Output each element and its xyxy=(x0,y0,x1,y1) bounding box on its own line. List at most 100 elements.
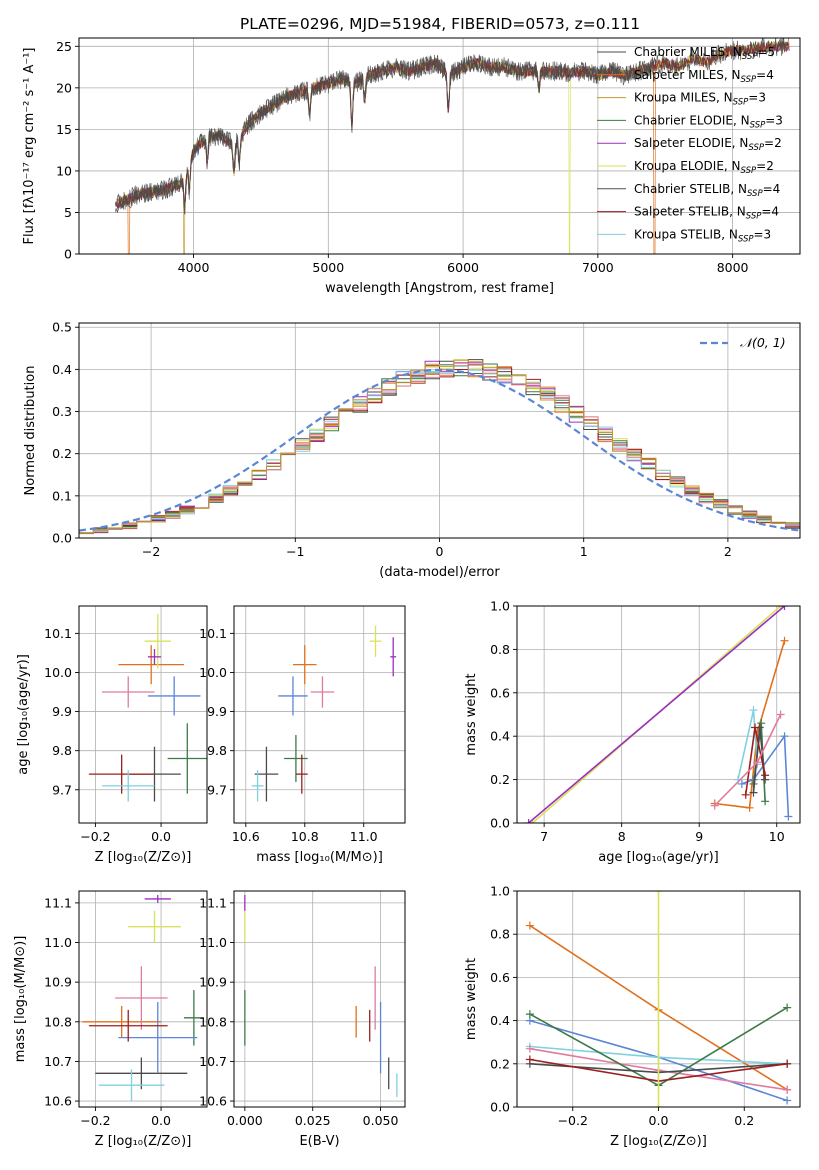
plot-mass-vs-ebv: 0.000 0.025 0.050 10.6 10.7 10.8 10.9 11.0 11.1 E… xyxy=(199,890,406,1149)
y-tick-label: 0.6 xyxy=(490,970,510,985)
y-tick-label: 0.8 xyxy=(490,927,510,942)
errorbar-point xyxy=(292,645,317,685)
x-tick-label: 10 xyxy=(769,829,785,844)
y-tick-label: 11.0 xyxy=(44,935,72,950)
data-point-marker xyxy=(757,719,766,728)
series-line xyxy=(737,710,759,780)
series-line xyxy=(714,640,786,809)
y-tick-label: 10.1 xyxy=(199,626,227,641)
errorbar-point xyxy=(295,754,308,794)
data-point-marker xyxy=(780,732,789,741)
y-tick-label: 10.7 xyxy=(44,1054,72,1069)
y-tick-label: 0.5 xyxy=(52,320,72,335)
y-tick-label: 25 xyxy=(56,39,72,54)
axes-frame: −0.2 0.0 9.7 9.8 9.9 10.0 10.1 xyxy=(44,605,208,844)
errorbar-point xyxy=(88,1009,168,1042)
data-point-marker xyxy=(749,788,758,797)
x-tick-label: 10.6 xyxy=(232,829,260,844)
errorbar-point xyxy=(390,637,397,677)
y-tick-label: 0.4 xyxy=(490,729,510,744)
y-tick-label: 0.8 xyxy=(490,642,510,657)
errorbar-point xyxy=(184,990,204,1046)
errorbar-point xyxy=(254,746,279,802)
legend-label: Salpeter STELIB, NSSP=4 xyxy=(634,205,779,222)
data-point-marker xyxy=(525,1010,534,1019)
y-tick-label: 0.0 xyxy=(52,531,72,546)
axes-frame: −0.2 0.0 0.2 0.0 0.2 0.4 0.6 0.8 1.0 xyxy=(490,884,801,1128)
legend: 𝒩(0, 1) xyxy=(700,335,786,350)
errorbar-point xyxy=(82,1005,162,1038)
x-tick-label: 4000 xyxy=(178,260,210,275)
data-point-marker xyxy=(753,758,762,767)
y-tick-label: 10 xyxy=(56,163,72,178)
data-point-marker xyxy=(737,779,746,788)
series-line xyxy=(714,714,782,807)
data-point-marker xyxy=(761,797,770,806)
y-tick-label: 10.1 xyxy=(44,626,72,641)
y-tick-label: 9.8 xyxy=(207,743,227,758)
y-tick-label: 10.8 xyxy=(44,1014,72,1029)
y-axis-label: mass weight xyxy=(464,673,479,755)
axes-frame: 7 8 9 10 0.0 0.2 0.4 0.6 0.8 1.0 xyxy=(490,599,801,844)
x-tick-label: 0.025 xyxy=(295,1113,331,1128)
axes-frame: 4000 5000 6000 7000 8000 0 5 10 15 20 25 xyxy=(56,37,801,275)
y-tick-label: 0.4 xyxy=(490,1013,510,1028)
y-tick-label: 0.6 xyxy=(490,685,510,700)
y-tick-label: 10.8 xyxy=(199,1014,227,1029)
legend-label: Chabrier STELIB, NSSP=4 xyxy=(634,182,780,199)
y-tick-label: 10.0 xyxy=(44,665,72,680)
data-point-marker xyxy=(749,706,758,715)
data-point-marker xyxy=(780,636,789,645)
plot-weight-vs-age: 7 8 9 10 0.0 0.2 0.4 0.6 0.8 1.0 age [log₁₀(age/yr… xyxy=(464,599,801,865)
x-tick-label: 0.000 xyxy=(227,1113,263,1128)
plot-mass-vs-Z: −0.2 0.0 10.6 10.7 10.8 10.9 11.0 11.1 Z [log₁₀(… xyxy=(13,890,208,1149)
data-point-marker xyxy=(761,771,770,780)
x-axis-label: mass [log₁₀(M/M⊙)] xyxy=(256,850,383,865)
errorbar-point xyxy=(369,625,382,657)
errorbar-point xyxy=(167,723,207,794)
plot-content xyxy=(524,606,793,823)
errorbar-point xyxy=(147,649,162,665)
y-tick-label: 10.9 xyxy=(199,975,227,990)
axes-border xyxy=(516,605,801,824)
axes-frame: 10.6 10.8 11.0 9.7 9.8 9.9 10.0 10.1 xyxy=(199,605,406,844)
data-point-marker xyxy=(783,1003,792,1012)
legend-label: Salpeter ELODIE, NSSP=2 xyxy=(634,136,782,153)
data-point-marker xyxy=(525,921,534,930)
data-point-marker xyxy=(654,1103,663,1107)
y-tick-label: 10.9 xyxy=(44,975,72,990)
x-tick-label: −2 xyxy=(142,544,160,559)
plot-content xyxy=(525,891,792,1107)
spectrum-series-line xyxy=(115,38,790,213)
y-tick-label: 11.1 xyxy=(199,895,227,910)
errorbar-point xyxy=(101,676,155,708)
x-tick-label: −0.2 xyxy=(80,829,110,844)
x-tick-label: 7 xyxy=(540,829,548,844)
x-tick-label: 2 xyxy=(724,544,732,559)
errorbar-point xyxy=(98,1069,165,1102)
legend-label: Kroupa ELODIE, NSSP=2 xyxy=(634,159,774,176)
y-tick-label: 9.8 xyxy=(52,743,72,758)
errorbar-point xyxy=(95,1057,188,1090)
y-tick-label: 15 xyxy=(56,122,72,137)
gaussian-curve xyxy=(79,368,800,532)
plot-spectrum: 4000 5000 6000 7000 8000 0 5 10 15 20 25 wavelength… xyxy=(22,37,801,296)
data-point-marker xyxy=(783,1096,792,1105)
plot-residuals: −2 −1 0 1 2 0.0 0.1 0.2 0.3 0.4 0.5 (data-model)/er… xyxy=(23,320,801,580)
data-point-marker xyxy=(780,606,789,610)
errorbar-point xyxy=(118,1001,198,1074)
y-tick-label: 20 xyxy=(56,80,72,95)
spectrum-series-line xyxy=(117,57,655,254)
plot-content xyxy=(244,894,398,1098)
y-tick-label: 0.2 xyxy=(490,1056,510,1071)
x-tick-label: −0.2 xyxy=(80,1113,110,1128)
x-tick-label: −1 xyxy=(286,544,304,559)
plot-content xyxy=(88,613,207,802)
x-tick-label: 1 xyxy=(580,544,588,559)
histogram-series xyxy=(79,359,800,534)
y-tick-label: 0 xyxy=(64,247,72,262)
errorbar-point xyxy=(251,770,264,802)
errorbar-point xyxy=(128,910,181,943)
data-point-marker xyxy=(751,723,760,732)
spectrum-series-line xyxy=(115,54,655,215)
